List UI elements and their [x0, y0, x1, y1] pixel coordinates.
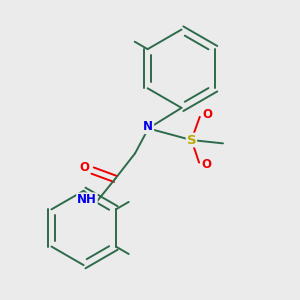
Text: S: S [187, 134, 196, 146]
Text: O: O [202, 108, 212, 121]
Text: N: N [143, 120, 153, 133]
Text: O: O [201, 158, 212, 171]
Text: NH: NH [77, 193, 97, 206]
Text: O: O [79, 161, 89, 174]
